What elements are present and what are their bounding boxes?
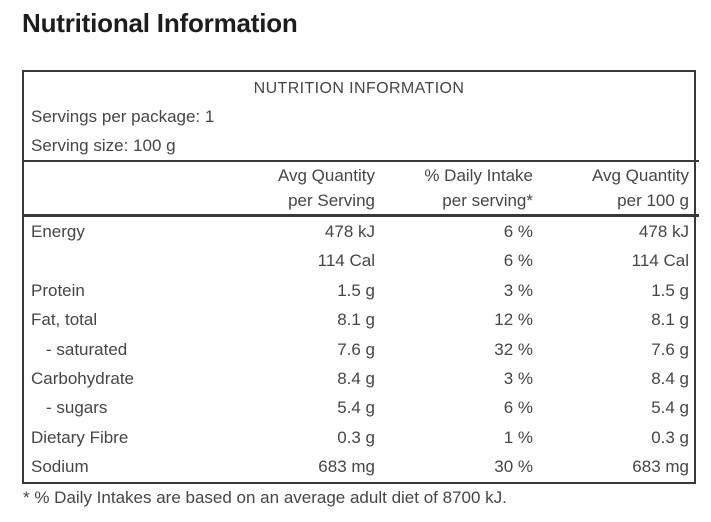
nutrition-table: NUTRITION INFORMATION Servings per packa… [22,70,699,484]
value-per-100g: 1.5 g [651,280,689,300]
value-per-100g: 114 Cal [631,251,689,271]
value-per-100g: 478 kJ [638,222,689,241]
row-label: Dietary Fibre [31,427,129,447]
table-row: Fat, total 8.1 g 12 % 8.1 g [24,305,694,334]
value-per-serving: 8.4 g [337,368,375,388]
value-per-100g: 8.1 g [651,310,689,330]
value-per-serving: 7.6 g [337,339,375,359]
value-per-100g: 0.3 g [651,427,689,447]
value-daily-intake: 6 % [503,251,533,271]
value-daily-intake: 6 % [503,398,533,418]
table-row: Dietary Fibre 0.3 g 1 % 0.3 g [24,423,694,452]
table-row: - sugars 5.4 g 6 % 5.4 g [24,393,694,422]
column-header-per-serving: Avg Quantity per Serving [277,166,375,210]
page-title: Nutritional Information [22,8,298,38]
table-row: Protein 1.5 g 3 % 1.5 g [24,276,694,305]
value-daily-intake: 3 % [503,368,533,388]
row-label: Protein [31,280,85,300]
footnote: * % Daily Intakes are based on an averag… [23,488,507,507]
table-row: Carbohydrate 8.4 g 3 % 8.4 g [24,364,694,393]
column-header-row: Avg Quantity per Serving % Daily Intake … [24,162,694,214]
value-daily-intake: 12 % [494,310,533,330]
value-per-100g: 683 mg [632,457,689,477]
value-daily-intake: 30 % [494,457,533,477]
value-per-serving: 8.1 g [337,310,375,330]
row-label: - saturated [46,339,128,359]
table-title: NUTRITION INFORMATION [253,80,465,97]
header-divider [24,160,699,162]
servings-per-package: Servings per package: 1 [31,107,215,126]
value-per-serving: 1.5 g [337,280,375,300]
column-header-daily-intake: % Daily Intake per serving* [424,166,533,210]
value-daily-intake: 1 % [503,427,533,447]
value-per-serving: 114 Cal [317,251,375,271]
row-label [24,246,260,275]
value-per-100g: 7.6 g [651,339,689,359]
table-row: - saturated 7.6 g 32 % 7.6 g [24,335,694,364]
row-label: Energy [31,222,85,241]
row-label: - sugars [46,398,108,418]
value-per-serving: 683 mg [318,457,375,477]
column-header-per-100g: Avg Quantity per 100 g [591,166,689,210]
value-per-100g: 8.4 g [651,368,689,388]
table-row: Energy 478 kJ 6 % 478 kJ [24,217,694,246]
column-header-blank [24,163,260,213]
row-label: Carbohydrate [31,368,135,388]
row-label: Sodium [31,457,89,477]
table-row: 114 Cal 6 % 114 Cal [24,246,694,275]
value-daily-intake: 3 % [503,280,533,300]
value-per-serving: 0.3 g [337,427,375,447]
value-per-serving: 478 kJ [324,222,375,241]
value-daily-intake: 6 % [503,222,533,241]
serving-size: Serving size: 100 g [31,136,176,155]
column-header-divider [24,214,699,217]
table-body: Energy 478 kJ 6 % 478 kJ 114 Cal 6 % 114… [24,217,694,482]
value-per-serving: 5.4 g [337,398,375,418]
table-row: Sodium 683 mg 30 % 683 mg [24,452,694,481]
value-per-100g: 5.4 g [651,398,689,418]
row-label: Fat, total [31,310,98,330]
value-daily-intake: 32 % [494,339,533,359]
